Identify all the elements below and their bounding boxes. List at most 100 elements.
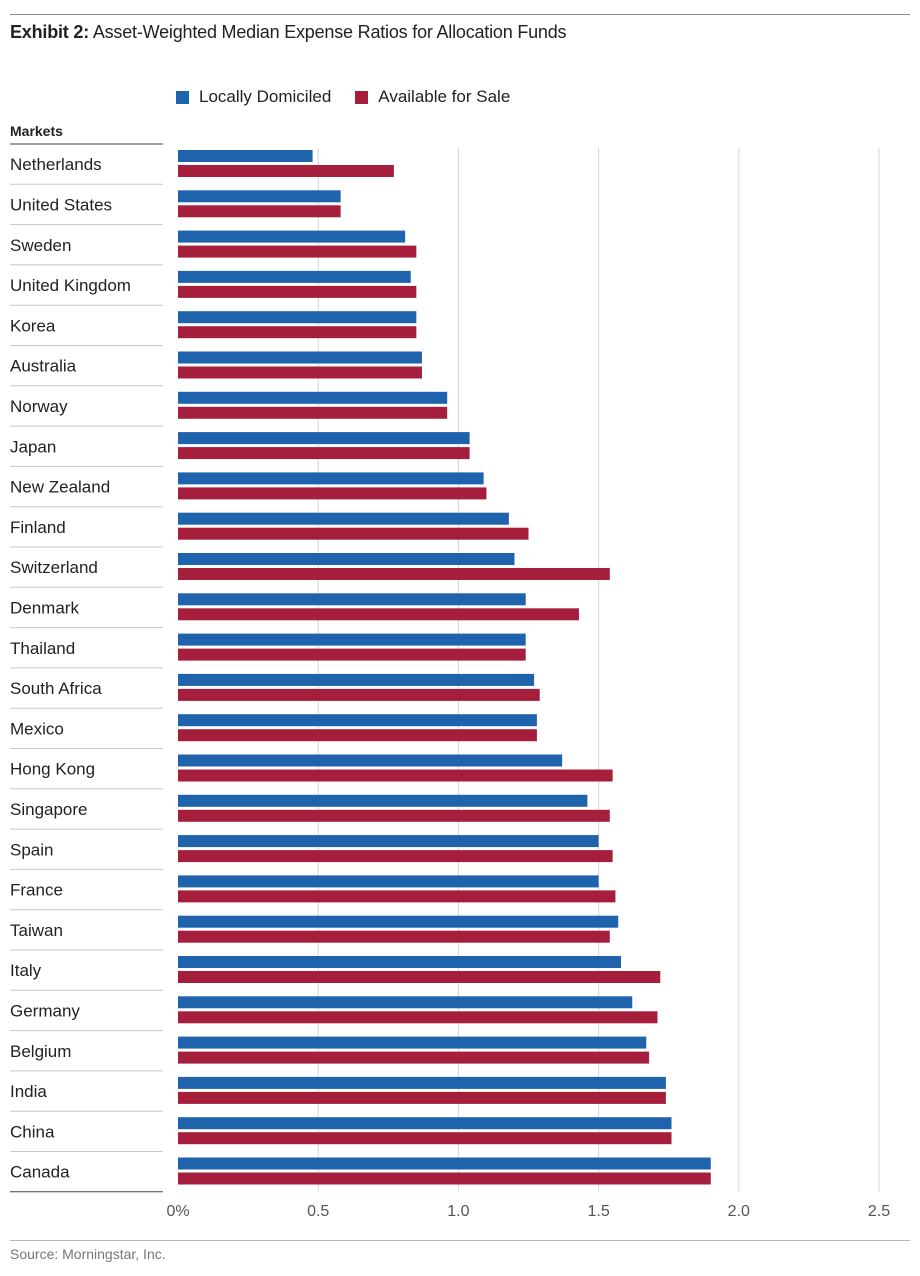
category-label-italy: Italy [10, 961, 42, 980]
bar-locally-domiciled-finland [178, 512, 509, 525]
bar-locally-domiciled-italy [178, 956, 622, 968]
bar-available-for-sale-norway [178, 406, 448, 419]
bar-locally-domiciled-china [178, 1117, 672, 1130]
category-label-denmark: Denmark [10, 598, 79, 617]
x-tick-label-0: 0% [166, 1203, 189, 1220]
bar-locally-domiciled-australia [178, 351, 422, 364]
gridlines [317, 148, 880, 1192]
bar-available-for-sale-sweden [178, 245, 417, 258]
category-label-norway: Norway [10, 397, 68, 416]
x-tick-label-1-0: 1.0 [447, 1203, 469, 1220]
bar-locally-domiciled-south-africa [178, 673, 535, 686]
bar-locally-domiciled-sweden [178, 230, 406, 243]
bar-available-for-sale-australia [178, 366, 422, 379]
category-label-united-states: United States [10, 195, 112, 214]
bars [178, 150, 711, 1185]
category-label-united-kingdom: United Kingdom [10, 276, 131, 295]
title-text: Asset-Weighted Median Expense Ratios for… [92, 22, 567, 42]
bar-available-for-sale-taiwan [178, 930, 610, 943]
category-label-france: France [10, 881, 63, 900]
bottom-rule [10, 1240, 910, 1241]
title-prefix: Exhibit 2: [10, 22, 90, 42]
x-tick-label-0-5: 0.5 [307, 1203, 329, 1220]
bar-available-for-sale-singapore [178, 809, 610, 822]
x-axis-ticks: 0% 0.5 1.0 1.5 2.0 2.5 [166, 1203, 890, 1220]
top-rule [10, 14, 910, 15]
x-tick-label-1-5: 1.5 [587, 1203, 609, 1220]
category-label-korea: Korea [10, 316, 56, 335]
bar-locally-domiciled-germany [178, 996, 633, 1009]
legend-label-available-for-sale: Available for Sale [378, 87, 511, 106]
bar-available-for-sale-finland [178, 527, 529, 540]
bar-locally-domiciled-taiwan [178, 915, 619, 928]
legend-swatch-available-for-sale [355, 90, 369, 104]
category-label-sweden: Sweden [10, 236, 71, 255]
legend-item-locally-domiciled: Locally Domiciled [176, 87, 331, 107]
bar-available-for-sale-belgium [178, 1051, 650, 1064]
bar-available-for-sale-france [178, 890, 616, 903]
bar-locally-domiciled-korea [178, 311, 417, 324]
category-label-germany: Germany [10, 1001, 80, 1020]
bar-available-for-sale-mexico [178, 729, 537, 742]
chart-title: Exhibit 2: Asset-Weighted Median Expense… [10, 22, 567, 43]
bar-locally-domiciled-united-states [178, 190, 341, 203]
bar-locally-domiciled-singapore [178, 794, 588, 807]
bar-available-for-sale-south-africa [178, 688, 540, 701]
bar-locally-domiciled-switzerland [178, 553, 515, 565]
bar-available-for-sale-united-kingdom [178, 285, 417, 298]
legend-item-available-for-sale: Available for Sale [355, 87, 510, 107]
bar-locally-domiciled-spain [178, 835, 599, 848]
category-label-japan: Japan [10, 437, 56, 456]
bar-available-for-sale-india [178, 1091, 666, 1104]
legend-swatch-locally-domiciled [176, 90, 189, 104]
category-label-taiwan: Taiwan [10, 921, 63, 940]
category-label-thailand: Thailand [10, 639, 75, 658]
legend-label-locally-domiciled: Locally Domiciled [199, 87, 332, 106]
bar-available-for-sale-korea [178, 326, 417, 339]
bar-available-for-sale-netherlands [178, 165, 394, 177]
legend: Locally Domiciled Available for Sale [176, 86, 534, 108]
x-tick-label-2-5: 2.5 [868, 1203, 890, 1220]
category-label-mexico: Mexico [10, 719, 64, 738]
bar-available-for-sale-thailand [178, 648, 526, 661]
category-label-spain: Spain [10, 840, 53, 859]
bar-available-for-sale-italy [178, 971, 661, 983]
bar-locally-domiciled-thailand [178, 633, 526, 646]
category-label-hong-kong: Hong Kong [10, 760, 95, 779]
bar-locally-domiciled-japan [178, 432, 470, 445]
bar-locally-domiciled-netherlands [178, 150, 313, 162]
category-label-australia: Australia [10, 357, 77, 376]
bar-locally-domiciled-hong-kong [178, 754, 563, 767]
category-label-new-zealand: New Zealand [10, 478, 110, 497]
bar-locally-domiciled-new-zealand [178, 472, 484, 485]
bar-locally-domiciled-denmark [178, 593, 526, 606]
category-label-canada: Canada [10, 1163, 70, 1182]
bar-available-for-sale-switzerland [178, 568, 610, 580]
category-rows: Markets Netherlands United States Sweden Uni… [10, 123, 163, 1193]
category-label-south-africa: South Africa [10, 679, 102, 698]
bar-locally-domiciled-united-kingdom [178, 270, 411, 283]
bar-available-for-sale-china [178, 1132, 672, 1145]
category-label-china: China [10, 1122, 55, 1141]
category-label-belgium: Belgium [10, 1042, 71, 1061]
category-label-india: India [10, 1082, 47, 1101]
category-label-finland: Finland [10, 518, 66, 537]
bar-available-for-sale-japan [178, 447, 470, 460]
y-axis-title: Markets [10, 123, 63, 139]
category-label-netherlands: Netherlands [10, 155, 102, 174]
bar-available-for-sale-spain [178, 850, 613, 863]
bar-locally-domiciled-france [178, 875, 599, 888]
bar-available-for-sale-denmark [178, 608, 579, 621]
bar-locally-domiciled-norway [178, 391, 448, 404]
bar-available-for-sale-new-zealand [178, 487, 487, 500]
bar-available-for-sale-canada [178, 1172, 711, 1185]
bar-available-for-sale-united-states [178, 205, 341, 218]
bar-locally-domiciled-belgium [178, 1036, 647, 1049]
source-note: Source: Morningstar, Inc. [10, 1246, 166, 1262]
bar-available-for-sale-hong-kong [178, 769, 613, 782]
bar-locally-domiciled-mexico [178, 714, 537, 727]
bar-available-for-sale-germany [178, 1011, 658, 1024]
bar-locally-domiciled-india [178, 1076, 666, 1089]
category-label-switzerland: Switzerland [10, 558, 98, 577]
